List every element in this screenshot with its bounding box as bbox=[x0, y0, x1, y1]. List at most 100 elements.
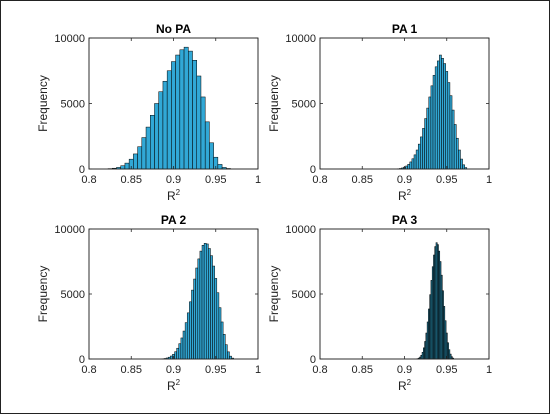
histogram-bar bbox=[204, 121, 210, 170]
histogram-bar bbox=[417, 143, 421, 170]
y-tick-label: 5000 bbox=[61, 289, 85, 301]
x-tick-label: 0.9 bbox=[397, 174, 412, 186]
x-tick-label: 0.85 bbox=[121, 364, 142, 376]
histogram-bar bbox=[154, 103, 159, 170]
y-tick-label: 10000 bbox=[285, 224, 316, 236]
histogram-bar bbox=[137, 146, 143, 170]
histogram-bar bbox=[182, 330, 186, 360]
histogram-bar bbox=[214, 278, 218, 360]
histogram-bar bbox=[175, 54, 181, 170]
histogram-bar bbox=[216, 292, 220, 360]
x-axis-label: R2 bbox=[398, 188, 412, 203]
histogram-bar bbox=[460, 158, 463, 170]
histogram-bar bbox=[176, 347, 180, 360]
histogram-bar bbox=[201, 245, 205, 360]
histogram-bar bbox=[186, 312, 190, 360]
plot-area bbox=[319, 228, 490, 360]
histogram-bar bbox=[210, 255, 213, 360]
y-axis-label: Frequency bbox=[36, 266, 50, 323]
plot-area bbox=[88, 228, 259, 360]
x-axis-label-base: R bbox=[167, 189, 176, 203]
histogram-bar bbox=[462, 164, 465, 170]
histogram-bar bbox=[449, 95, 453, 170]
x-tick-label: 1 bbox=[255, 174, 261, 186]
y-tick-label: 5000 bbox=[61, 99, 85, 111]
histogram-bar bbox=[227, 351, 230, 360]
histogram-bar bbox=[191, 289, 194, 360]
histogram-bar bbox=[193, 278, 196, 360]
histogram-bar bbox=[158, 91, 164, 170]
chart-title: No PA bbox=[156, 22, 191, 36]
histogram-bar bbox=[443, 63, 446, 170]
histogram-bar bbox=[430, 85, 434, 170]
x-tick-label: 0.8 bbox=[312, 364, 327, 376]
chart-panel-1: 0.8 0.85 0.9 0.95 1 0 5000 10000 No PA R2 Frequenc… bbox=[36, 22, 261, 203]
histogram-bar bbox=[192, 60, 197, 170]
histogram-bar bbox=[189, 301, 192, 360]
histogram-bar bbox=[179, 49, 185, 170]
y-axis-label: Frequency bbox=[267, 266, 281, 323]
histogram-bar bbox=[199, 250, 203, 360]
histogram-bar bbox=[453, 124, 457, 170]
x-tick-label: 0.9 bbox=[397, 364, 412, 376]
x-axis-label: R2 bbox=[167, 188, 181, 203]
y-tick-label: 5000 bbox=[292, 289, 316, 301]
histogram-bar bbox=[225, 344, 228, 360]
x-tick-label: 0.9 bbox=[166, 174, 181, 186]
histogram-bar bbox=[141, 137, 147, 170]
histogram-bar bbox=[183, 46, 189, 170]
x-tick-label: 0.95 bbox=[205, 364, 226, 376]
histogram-bar bbox=[445, 71, 449, 170]
histogram-bar bbox=[405, 165, 408, 170]
histogram-bar bbox=[150, 115, 155, 170]
chart-title: PA 1 bbox=[392, 22, 418, 36]
x-tick-label: 0.95 bbox=[436, 364, 457, 376]
histogram-bar bbox=[218, 307, 222, 360]
histogram-bar bbox=[180, 337, 184, 360]
histogram-bar bbox=[411, 158, 415, 170]
histogram-bar bbox=[124, 162, 130, 170]
y-tick-label: 0 bbox=[310, 354, 316, 366]
histogram-bar bbox=[145, 126, 151, 170]
histogram-bar bbox=[439, 54, 442, 170]
histogram-bar bbox=[120, 165, 126, 170]
histogram-bar bbox=[422, 128, 425, 170]
plot-area bbox=[319, 37, 490, 170]
histogram-bar bbox=[420, 136, 423, 170]
histogram-bar bbox=[458, 149, 461, 170]
histogram-bar bbox=[178, 343, 182, 360]
histogram-bar bbox=[426, 107, 430, 170]
histogram-bar bbox=[203, 243, 207, 360]
y-axis-label: Frequency bbox=[267, 75, 281, 132]
histogram-bar bbox=[205, 243, 209, 360]
x-axis-label-base: R bbox=[398, 189, 407, 203]
histogram-bar bbox=[170, 355, 173, 360]
histogram-bar bbox=[222, 334, 226, 360]
histogram-bar bbox=[434, 66, 438, 170]
y-tick-label: 0 bbox=[79, 354, 85, 366]
chart-panel-2: 0.8 0.85 0.9 0.95 1 0 5000 10000 PA 1 R2 Frequency bbox=[267, 22, 492, 203]
histogram-bar bbox=[162, 80, 168, 170]
histogram-bar bbox=[200, 96, 206, 170]
histogram-bar bbox=[171, 61, 176, 170]
x-tick-label: 0.85 bbox=[352, 174, 373, 186]
y-tick-label: 0 bbox=[310, 164, 316, 176]
histogram-bar bbox=[220, 321, 224, 360]
chart-title: PA 3 bbox=[392, 213, 418, 227]
x-tick-label: 1 bbox=[486, 174, 492, 186]
histogram-bar bbox=[441, 58, 444, 170]
x-tick-label: 0.85 bbox=[352, 364, 373, 376]
histogram-bar bbox=[413, 154, 417, 170]
x-tick-label: 0.95 bbox=[205, 174, 226, 186]
histogram-bar bbox=[174, 351, 177, 360]
histogram-bar bbox=[188, 50, 193, 170]
x-axis-label-superscript: 2 bbox=[407, 188, 412, 197]
x-tick-label: 0.8 bbox=[312, 174, 327, 186]
histogram-bar bbox=[195, 267, 199, 360]
histogram-bar bbox=[415, 149, 419, 170]
x-axis-label-superscript: 2 bbox=[176, 188, 181, 197]
x-axis-label: R2 bbox=[167, 378, 181, 393]
histogram-bar bbox=[451, 109, 455, 170]
histogram-bar bbox=[212, 265, 215, 360]
